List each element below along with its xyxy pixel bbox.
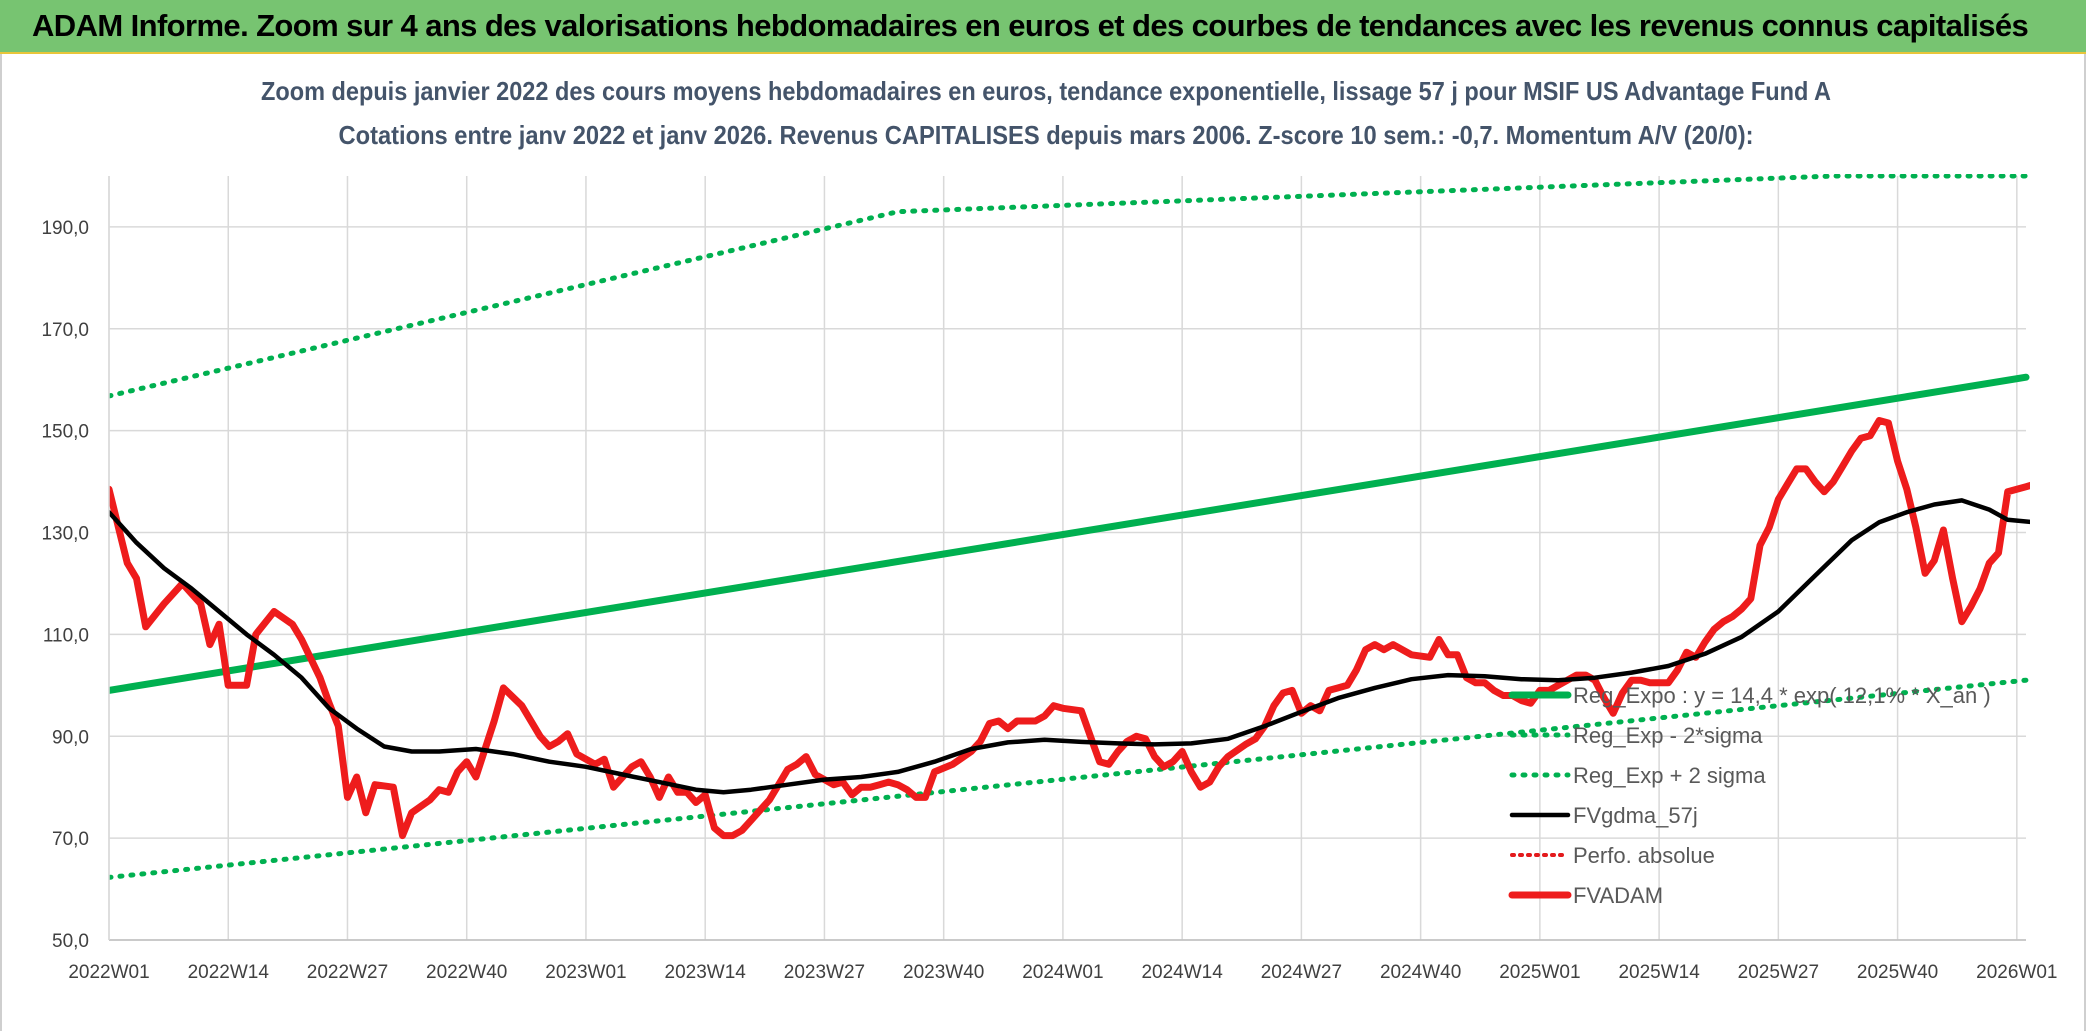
y-tick-label: 150,0: [41, 422, 89, 443]
y-tick-label: 130,0: [41, 524, 89, 545]
legend-label: FVgdma_57j: [1573, 803, 1698, 828]
x-tick-label: 2025W40: [1857, 962, 1938, 983]
upper-sigma-line: [109, 174, 2029, 399]
x-tick-label: 2024W01: [1022, 962, 1103, 983]
fvadam-line: [109, 417, 2030, 840]
chart-subtitle: Cotations entre janv 2022 et janv 2026. …: [339, 120, 1754, 150]
y-tick-label: 50,0: [52, 931, 89, 952]
y-tick-label: 110,0: [43, 625, 89, 646]
x-tick-label: 2023W40: [903, 962, 984, 983]
y-tick-label: 190,0: [41, 218, 89, 239]
x-tick-label: 2025W01: [1499, 962, 1580, 983]
y-tick-label: 70,0: [52, 829, 89, 850]
legend-label: Reg_Exp - 2*sigma: [1573, 723, 1763, 748]
legend-label: Reg_Exp + 2 sigma: [1573, 763, 1766, 788]
grid: [108, 176, 2026, 941]
x-tick-label: 2024W40: [1380, 962, 1461, 983]
legend-label: Reg_Expo : y = 14,4 * exp( 12,1% * X_an …: [1573, 683, 1991, 708]
title-banner: ADAM Informe. Zoom sur 4 ans des valoris…: [0, 0, 2086, 54]
x-tick-label: 2023W27: [784, 962, 865, 983]
x-tick-label: 2023W14: [665, 962, 747, 983]
legend-label: FVADAM: [1573, 883, 1663, 908]
x-tick-label: 2025W27: [1738, 962, 1819, 983]
x-tick-label: 2024W14: [1141, 962, 1223, 983]
x-tick-label: 2026W01: [1976, 962, 2057, 983]
legend: Reg_Expo : y = 14,4 * exp( 12,1% * X_an …: [1508, 683, 1991, 908]
banner-title: ADAM Informe. Zoom sur 4 ans des valoris…: [32, 8, 2029, 43]
fvgdma-line: [109, 498, 2030, 795]
chart-title: Zoom depuis janvier 2022 des cours moyen…: [261, 76, 1831, 106]
y-tick-label: 90,0: [52, 727, 89, 748]
x-tick-label: 2024W27: [1261, 962, 1342, 983]
series-layer: [109, 174, 2030, 880]
x-tick-label: 2022W14: [188, 962, 270, 983]
chart-frame: Zoom depuis janvier 2022 des cours moyen…: [0, 54, 2086, 1031]
line-chart: Zoom depuis janvier 2022 des cours moyen…: [41, 76, 2057, 983]
reg-expo-line: [109, 373, 2030, 694]
x-tick-label: 2022W01: [68, 962, 149, 983]
legend-label: Perfo. absolue: [1573, 843, 1715, 868]
axes: 50,0 70,0 90,0 110,0 130,0 150,0 170,0 190,0 202…: [41, 176, 2057, 983]
x-tick-label: 2022W40: [426, 962, 507, 983]
y-tick-label: 170,0: [41, 320, 89, 341]
lower-sigma-line: [109, 677, 2029, 880]
x-tick-label: 2025W14: [1618, 962, 1700, 983]
x-tick-label: 2023W01: [545, 962, 626, 983]
x-tick-label: 2022W27: [307, 962, 388, 983]
